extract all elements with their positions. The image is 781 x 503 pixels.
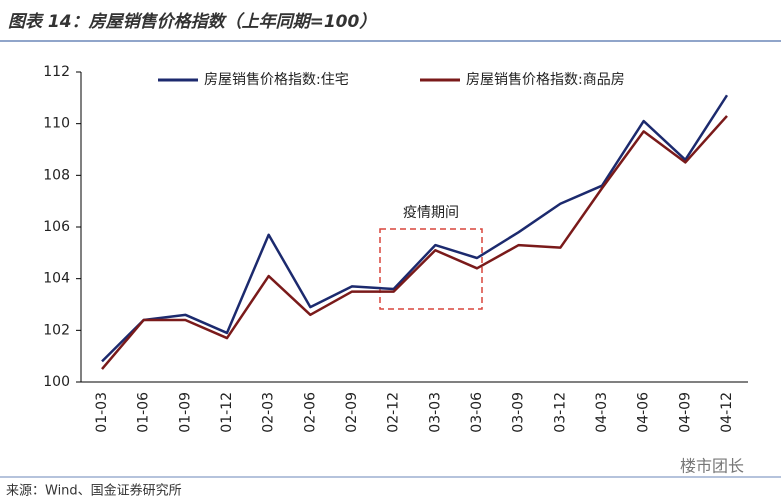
x-tick-label: 01-03 <box>94 392 110 433</box>
x-tick-label: 03-09 <box>511 392 527 433</box>
y-tick-label: 110 <box>43 116 70 132</box>
annotation-box <box>379 228 483 310</box>
y-tick-label: 106 <box>43 219 70 235</box>
x-tick-label: 04-12 <box>719 392 735 433</box>
x-tick-label: 02-09 <box>344 392 360 433</box>
x-tick-label: 02-06 <box>302 392 318 433</box>
y-tick-label: 102 <box>43 322 70 338</box>
chart-title: 图表 14：房屋销售价格指数（上年同期=100） <box>8 12 376 32</box>
y-tick-label: 104 <box>43 271 70 287</box>
legend-label: 房屋销售价格指数:商品房 <box>466 72 625 88</box>
annotation: 疫情期间 <box>403 205 459 221</box>
x-tick-label: 01-09 <box>177 392 193 433</box>
series-line <box>101 94 729 363</box>
x-tick-label: 04-03 <box>594 392 610 433</box>
x-tick-label: 04-06 <box>636 392 652 433</box>
legend-label: 房屋销售价格指数:住宅 <box>204 72 349 88</box>
x-tick-label: 03-03 <box>427 392 443 433</box>
y-tick-label: 112 <box>43 64 70 80</box>
watermark: 楼市团长 <box>680 457 744 476</box>
x-tick-label: 04-09 <box>677 392 693 433</box>
x-tick-label: 01-06 <box>136 392 152 433</box>
x-tick-label: 01-12 <box>219 392 235 433</box>
x-tick-label: 03-12 <box>552 392 568 433</box>
source: 来源：Wind、国金证券研究所 <box>6 483 182 499</box>
x-tick-label: 02-12 <box>386 392 402 433</box>
y-tick-label: 108 <box>43 167 70 183</box>
x-tick-label: 02-03 <box>261 392 277 433</box>
x-tick-label: 03-06 <box>469 392 485 433</box>
series-line <box>101 115 728 370</box>
y-tick-label: 100 <box>43 374 70 390</box>
